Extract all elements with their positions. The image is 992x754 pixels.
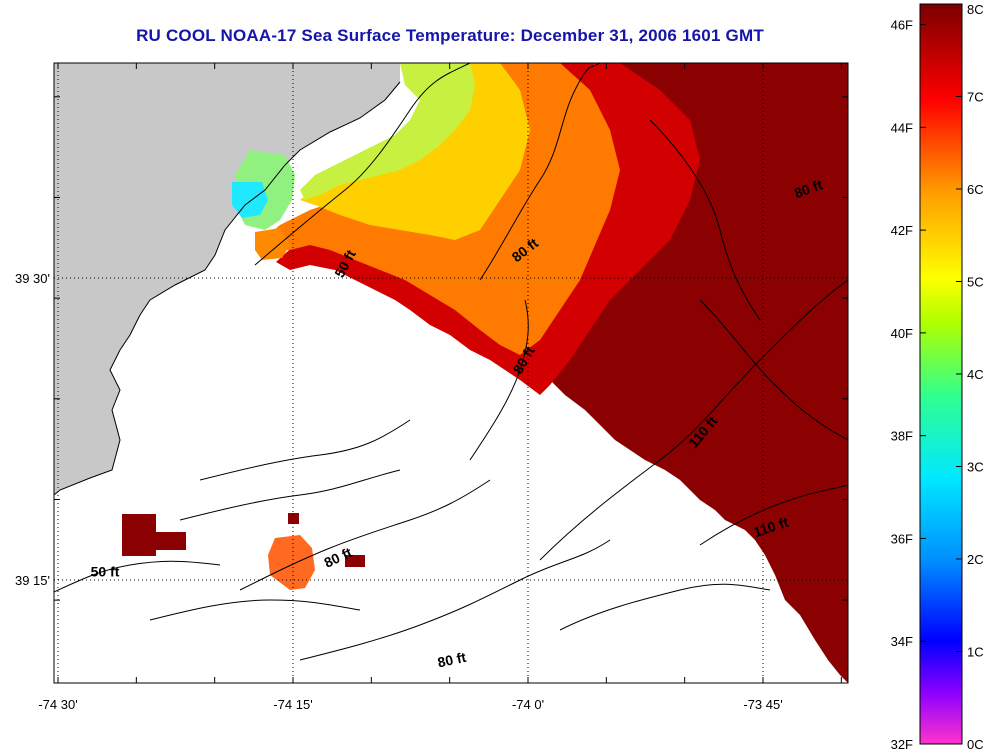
contour-ridge-6 — [699, 299, 848, 441]
land-areas — [54, 63, 400, 495]
colorbar-c-label: 7C — [967, 90, 984, 105]
y-axis-labels: 39 30' 39 15' — [15, 271, 50, 588]
contour-80ft-far-south — [299, 539, 611, 661]
sst-patch-south-small — [288, 513, 299, 524]
colorbar-c-label: 4C — [967, 367, 984, 382]
contour-depth-label: 50 ft — [91, 563, 120, 579]
contour-80ft-mid — [469, 299, 529, 461]
colorbar-f-label: 46F — [891, 18, 913, 33]
colorbar-f-label: 44F — [891, 120, 913, 135]
contour-ridge-2 — [179, 469, 401, 521]
colorbar: 46F 44F 42F 40F 38F 36F 34F 32F 8C 7C 6C 5C 4C 3C 2C 1… — [891, 2, 984, 752]
contour-ridge-3 — [149, 599, 361, 621]
x-axis-labels: -74 30' -74 15' -74 0' -73 45' — [38, 697, 782, 712]
colorbar-c-label: 0C — [967, 737, 984, 752]
colorbar-f-label: 42F — [891, 223, 913, 238]
colorbar-c-label: 2C — [967, 552, 984, 567]
contour-110ft-south — [699, 484, 848, 546]
sst-raster — [122, 63, 848, 683]
map-title: RU COOL NOAA-17 Sea Surface Temperature:… — [136, 26, 764, 45]
colorbar-ticks — [920, 3, 962, 745]
colorbar-fahrenheit-labels: 46F 44F 42F 40F 38F 36F 34F 32F — [891, 18, 913, 752]
contour-50ft-north — [254, 63, 471, 266]
colorbar-c-label: 8C — [967, 2, 984, 17]
colorbar-c-label: 3C — [967, 460, 984, 475]
sst-yellowgreen-region — [300, 63, 475, 200]
colorbar-f-label: 40F — [891, 326, 913, 341]
contour-80ft-north — [479, 63, 601, 281]
y-tick-label: 39 30' — [15, 271, 50, 286]
sst-patch-south-orange — [268, 535, 315, 590]
colorbar-celsius-labels: 8C 7C 6C 5C 4C 3C 2C 1C 0C — [967, 2, 984, 752]
sst-patch-southwest — [122, 514, 156, 556]
colorbar-f-label: 36F — [891, 531, 913, 546]
contour-ridge-1 — [199, 419, 411, 481]
land-small-island — [96, 330, 118, 345]
colorbar-f-label: 32F — [891, 737, 913, 752]
sst-cyan-patch — [232, 182, 268, 218]
x-tick-label: -73 45' — [743, 697, 782, 712]
land-west-coast — [54, 63, 400, 495]
contour-110ft — [539, 279, 848, 561]
axis-ticks — [54, 63, 848, 683]
x-tick-label: -74 15' — [273, 697, 312, 712]
sst-orange-coastal-patch — [255, 228, 290, 260]
colorbar-f-label: 34F — [891, 634, 913, 649]
bathymetry-contours — [54, 63, 848, 661]
contour-depth-label: 80 ft — [436, 649, 468, 671]
sst-dark-red-region — [540, 63, 848, 683]
contour-ridge-5 — [649, 119, 761, 321]
graticule — [54, 63, 848, 683]
contour-50ft-south — [54, 560, 221, 593]
colorbar-gradient — [920, 4, 962, 744]
contour-ridge-4 — [559, 583, 771, 631]
x-tick-label: -74 30' — [38, 697, 77, 712]
contour-80ft-south — [239, 479, 491, 591]
coastline — [54, 81, 401, 496]
colorbar-f-label: 38F — [891, 429, 913, 444]
y-tick-label: 39 15' — [15, 573, 50, 588]
map-frame — [53, 62, 849, 684]
colorbar-c-label: 5C — [967, 275, 984, 290]
x-tick-label: -74 0' — [512, 697, 544, 712]
colorbar-c-label: 6C — [967, 182, 984, 197]
sst-patch-south-red — [345, 555, 365, 567]
colorbar-c-label: 1C — [967, 645, 984, 660]
sst-patch-southwest-2 — [156, 532, 186, 550]
